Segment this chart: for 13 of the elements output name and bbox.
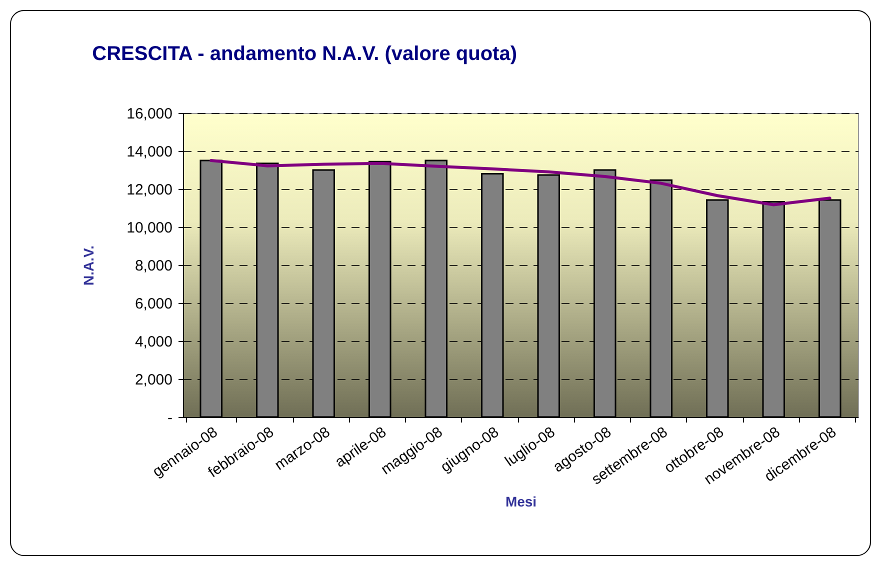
- y-tick-label: 16,000: [126, 106, 172, 122]
- y-tick-label: 10,000: [126, 220, 172, 236]
- y-tick-label: 2,000: [134, 372, 172, 388]
- x-axis-title: Mesi: [505, 493, 537, 510]
- y-tick-label: 6,000: [134, 296, 172, 312]
- line-series: [210, 159, 832, 206]
- chart-title: CRESCITA - andamento N.A.V. (valore quota): [92, 43, 517, 65]
- y-tick-label: 12,000: [126, 182, 172, 198]
- y-tick-label: 8,000: [134, 258, 172, 274]
- y-tick-label: -: [168, 410, 172, 426]
- y-tick-label: 4,000: [134, 334, 172, 350]
- y-tick-label: 14,000: [126, 144, 172, 160]
- y-axis-title: N.A.V.: [80, 246, 97, 286]
